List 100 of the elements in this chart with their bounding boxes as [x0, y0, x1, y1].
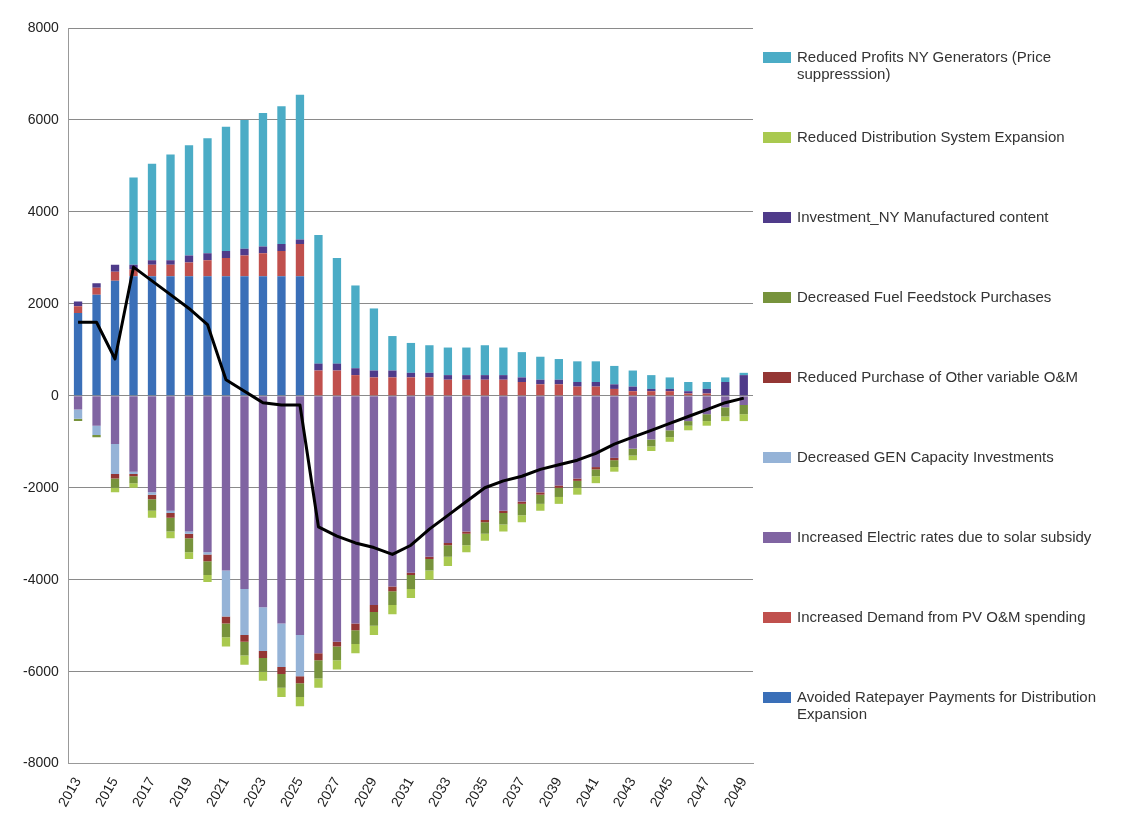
bar: [203, 260, 212, 277]
bar: [462, 545, 471, 553]
bar: [221, 250, 231, 258]
bar: [240, 588, 249, 635]
bar: [147, 163, 157, 261]
legend-label: Reduced Distribution System Expansion: [797, 128, 1065, 145]
bar: [388, 396, 397, 587]
y-tick-label: 8000: [27, 18, 60, 35]
bar: [665, 437, 674, 442]
bar: [147, 499, 157, 511]
bar: [591, 361, 600, 383]
bar: [647, 391, 656, 396]
bar: [166, 276, 175, 396]
bar: [499, 375, 508, 380]
bar: [517, 377, 527, 383]
bar: [184, 531, 194, 534]
bar: [739, 414, 748, 422]
bar: [240, 655, 249, 665]
bar: [702, 414, 711, 422]
bar: [702, 382, 711, 389]
bar: [295, 634, 305, 677]
bar: [499, 379, 508, 396]
bar: [573, 382, 582, 387]
bar: [221, 637, 231, 647]
bar: [425, 570, 434, 580]
y-tick-label: -8000: [22, 754, 60, 771]
bar: [92, 434, 101, 438]
bar: [73, 409, 83, 419]
bar: [110, 473, 120, 479]
bar: [610, 388, 619, 396]
bar: [295, 244, 305, 277]
bar: [129, 177, 138, 265]
bar: [369, 611, 379, 626]
bar: [314, 363, 323, 371]
bar: [462, 533, 471, 546]
bar: [258, 607, 268, 651]
bar: [92, 425, 101, 435]
bar: [369, 605, 379, 612]
bar: [443, 347, 453, 376]
bar: [443, 545, 453, 557]
bar: [351, 644, 360, 654]
bar: [536, 356, 545, 380]
bar: [628, 448, 637, 456]
bar: [258, 253, 268, 277]
bar: [92, 294, 101, 396]
bar: [351, 285, 360, 369]
bar: [517, 352, 527, 378]
bar: [406, 588, 416, 599]
bar: [721, 377, 730, 383]
bar: [536, 494, 545, 504]
bar: [92, 396, 101, 426]
bar: [184, 552, 194, 560]
bar: [147, 276, 157, 396]
bar: [314, 678, 323, 688]
bar: [499, 396, 508, 511]
bar: [332, 660, 342, 670]
bar: [388, 605, 397, 615]
bar: [277, 106, 286, 245]
bar: [73, 306, 83, 314]
bar: [573, 361, 582, 383]
bar: [499, 524, 508, 532]
bar: [591, 396, 600, 468]
bar: [295, 396, 305, 635]
bar: [110, 264, 120, 272]
bar: [258, 396, 268, 608]
bar: [184, 145, 194, 256]
bar: [295, 683, 305, 697]
bar: [462, 347, 471, 376]
bar: [351, 368, 360, 376]
bar: [110, 396, 120, 445]
bar: [277, 623, 286, 668]
bar: [443, 556, 453, 566]
legend-label: Reduced Profits NY Generators (Price suppresssion): [797, 48, 1052, 82]
bar: [462, 379, 471, 396]
bar: [443, 379, 453, 396]
bar: [369, 396, 379, 606]
legend-label: Decreased GEN Capacity Investments: [797, 448, 1054, 465]
bar: [628, 370, 637, 387]
bar: [332, 370, 342, 396]
bar: [480, 379, 490, 396]
bar: [665, 377, 674, 389]
bar: [610, 384, 619, 389]
bar: [129, 476, 138, 484]
bar: [258, 113, 268, 247]
bar: [628, 396, 637, 449]
bar: [610, 396, 619, 458]
bar: [277, 667, 286, 674]
bar: [129, 396, 138, 472]
bar: [573, 480, 582, 488]
bar: [258, 671, 268, 681]
bar: [240, 641, 249, 656]
bar: [499, 347, 508, 376]
bar: [591, 469, 600, 477]
bar: [702, 388, 711, 394]
bar: [536, 396, 545, 493]
bar: [129, 276, 138, 396]
bar: [554, 396, 563, 486]
bar: [351, 630, 360, 645]
bar: [462, 531, 471, 534]
bar: [517, 382, 527, 396]
